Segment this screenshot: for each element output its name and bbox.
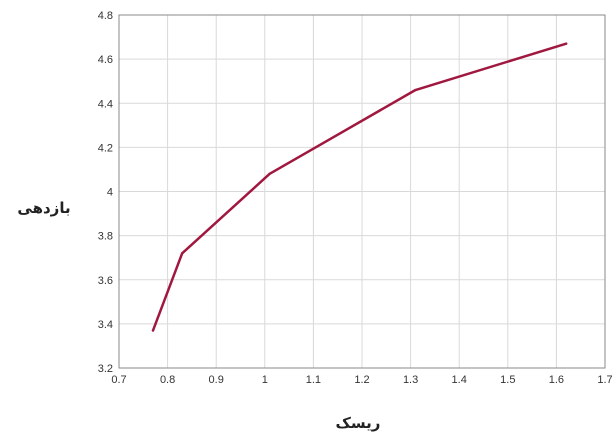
x-tick-label: 1	[262, 374, 268, 386]
data-point	[414, 88, 417, 92]
data-point	[268, 172, 271, 176]
x-tick-label: 0.8	[160, 374, 175, 386]
x-tick-label: 0.7	[111, 374, 126, 386]
y-tick-label: 4.8	[98, 10, 113, 22]
data-point	[564, 42, 568, 45]
y-tick-labels: 3.2 3.4 3.6 3.8 4 4.2 4.4 4.6 4.8	[98, 10, 113, 375]
x-axis-title: ریسک	[336, 414, 381, 432]
x-tick-label: 1.3	[403, 374, 418, 386]
data-point	[151, 329, 155, 332]
x-tick-label: 1.2	[354, 374, 369, 386]
x-tick-labels: 0.7 0.8 0.9 1 1.1 1.2 1.3 1.4 1.5 1.6 1.7	[111, 374, 612, 386]
data-point	[180, 252, 184, 255]
x-tick-label: 1.6	[549, 374, 564, 386]
x-tick-label: 1.1	[306, 374, 321, 386]
y-tick-label: 4.4	[98, 98, 113, 110]
series-lines	[151, 42, 568, 332]
y-tick-label: 4	[107, 187, 113, 199]
x-tick-label: 1.5	[500, 374, 515, 386]
x-tick-label: 0.9	[209, 374, 224, 386]
plot-border	[118, 14, 606, 369]
y-tick-label: 3.6	[98, 275, 113, 287]
y-tick-label: 3.2	[98, 363, 113, 375]
y-tick-label: 3.4	[98, 319, 113, 331]
y-tick-label: 4.6	[98, 54, 113, 66]
y-tick-label: 3.8	[98, 231, 113, 243]
x-tick-label: 1.7	[597, 374, 612, 386]
y-tick-label: 4.2	[98, 142, 113, 154]
x-tick-label: 1.4	[452, 374, 467, 386]
y-axis-title: بازدهی	[17, 199, 70, 217]
